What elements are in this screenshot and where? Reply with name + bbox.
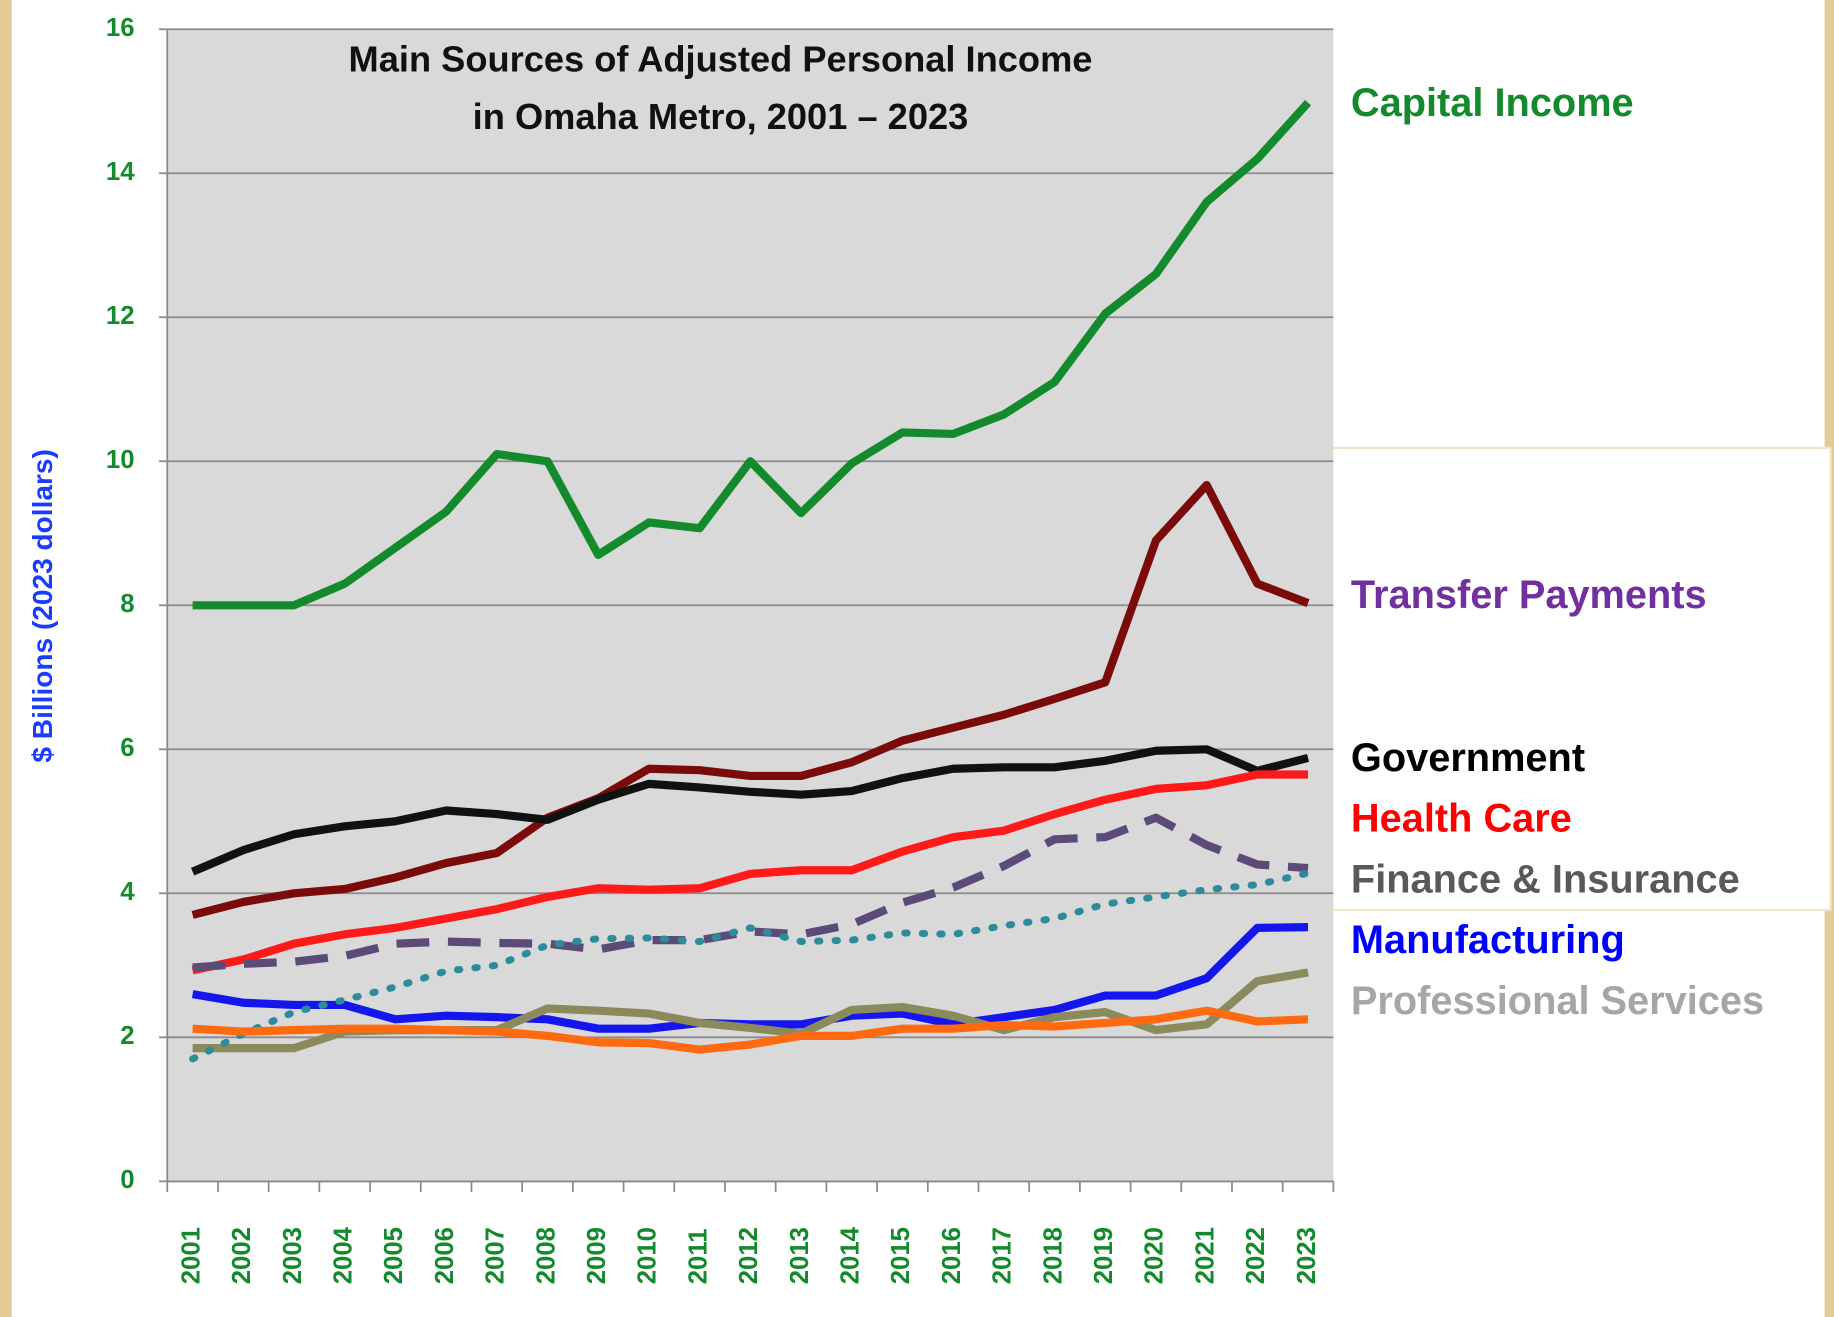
x-tick-label: 2002 [228,1227,256,1284]
x-tick-label: 2009 [583,1227,611,1284]
y-tick-label: 2 [120,1022,134,1050]
y-tick-label: 4 [120,878,135,906]
series-line [192,99,1312,610]
x-tick-label: 2021 [1191,1227,1219,1284]
y-tick-label: 8 [120,590,134,618]
y-tick-label: 12 [106,302,135,330]
lines [189,99,1312,1063]
axes: 0 2 4 6 8 10 12 14 16 2001 2002 2003 2004 2005 2006 200… [106,14,1335,1284]
x-tick-label: 2004 [330,1226,358,1284]
x-tick-label: 2023 [1293,1227,1321,1284]
series-line [191,480,1310,919]
series-line [191,770,1309,975]
y-axis-label: $ Billions (2023 dollars) [27,449,58,762]
y-tick-label: 6 [120,734,134,762]
x-tick-label: 2019 [1090,1227,1118,1284]
x-tick-label: 2016 [938,1227,966,1284]
x-tick-label: 2018 [1039,1227,1067,1284]
x-tick-label: 2007 [482,1227,510,1284]
series-line [191,745,1310,876]
x-tick-label: 2013 [786,1227,814,1284]
x-tick-label: 2001 [177,1227,205,1284]
chart-title: in Omaha Metro, 2001 – 2023 [473,96,969,137]
legend-label: Health Care [1351,797,1572,841]
series-line [189,869,1312,1063]
y-tick-label: 10 [106,446,135,474]
legend-box [1329,446,1832,912]
x-tick-label: 2008 [532,1227,560,1284]
legend-label: Professional Services [1351,979,1764,1023]
x-tick-label: 2017 [989,1227,1017,1284]
y-tick-label: 16 [106,14,135,42]
x-tick-label: 2020 [1141,1227,1169,1284]
x-tick-label: 2006 [431,1227,459,1284]
x-tick-label: 2005 [380,1227,408,1284]
x-tick-label: 2010 [634,1227,662,1284]
x-tick-label: 2003 [279,1227,307,1284]
chart-title: Main Sources of Adjusted Personal Income [349,39,1093,80]
legend-label: Government [1351,736,1585,780]
y-tick-label: 0 [120,1166,134,1194]
legend-label: Manufacturing [1351,918,1625,962]
legend-label: Transfer Payments [1351,573,1707,617]
x-tick-label: 2022 [1242,1227,1270,1284]
legend-label: Capital Income [1351,81,1634,125]
grid [167,28,1334,1183]
x-tick-label: 2015 [887,1227,915,1284]
x-tick-label: 2011 [684,1228,712,1284]
series-line [192,813,1309,972]
x-tick-label: 2014 [837,1226,865,1284]
series-line [192,1006,1309,1054]
y-tick-label: 14 [106,158,135,186]
x-tick-label: 2012 [735,1227,763,1284]
legend-label: Finance & Insurance [1351,857,1740,901]
